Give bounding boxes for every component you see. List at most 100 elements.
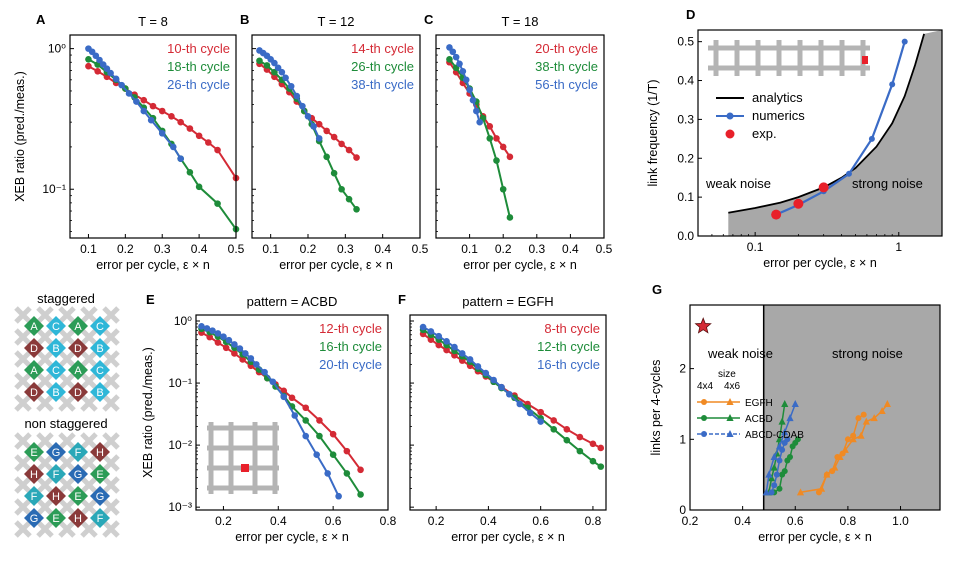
data-point [140,96,148,104]
legend-marker-triangle [726,414,734,421]
data-point [263,62,271,69]
tile-letter: G [74,469,83,481]
x-tick-label: 0.5 [412,242,429,256]
tile-coupler [80,520,98,538]
data-point [526,409,534,417]
data-point [443,346,450,354]
data-point [459,67,467,75]
data-point [456,60,463,68]
tile-diamond [24,442,44,462]
data-point [291,412,299,419]
data-point [299,102,306,110]
data-point [329,430,337,438]
tile-coupler [14,394,32,412]
tile-letter: F [75,447,82,459]
data-point [589,457,597,465]
tile-letter: G [52,447,61,459]
data-point [94,67,101,75]
legend-marker-circle [701,399,707,405]
tile-coupler [14,432,32,450]
panel-G: 0.2 0.4 0.6 0.8 1.0 0 1 2 error per cycle, ε × n… [649,282,941,544]
tile-diamond [68,360,88,380]
tile: A [68,360,88,380]
panel-A: 10-th cycle 18-th cycle 26-th cycle 0.1 0.2 0… [13,12,245,272]
legend-marker-triangle [726,398,734,405]
tile-letter: F [97,513,104,525]
data-point [282,74,289,82]
x-tick-label: 0.1 [461,242,478,256]
y-tick-label: 10⁻¹ [42,182,66,196]
tile-letter: G [30,513,39,525]
legend-entry: ABCD-CDAB [745,430,804,441]
data-point [195,183,203,191]
tile-coupler [102,454,120,472]
tile-diamond [46,316,66,336]
tile-diamond [90,486,110,506]
tile: A [68,316,88,336]
data-point [357,491,364,498]
numerics-point [868,135,875,142]
data-point [313,451,320,459]
y-axis-label: XEB ratio (pred./meas.) [13,71,27,202]
y-tick-label: 0.4 [677,74,694,88]
data-point [446,55,453,63]
data-point [771,482,778,489]
panel-D: 0.1 1 0.0 0.1 0.2 0.3 0.4 0.5 error per cycle, ε… [646,7,943,270]
legend-entry: 16-th cycle [537,357,600,372]
tile-coupler [58,328,76,346]
data-point [316,417,323,424]
tile: F [24,486,44,506]
tile-coupler [102,394,120,412]
tile-letter: C [52,365,60,377]
tile-coupler [36,350,54,368]
x-tick-label: 0.2 [300,242,317,256]
tile: D [68,338,88,358]
tile-letter: B [52,343,59,355]
tile-diamond [46,442,66,462]
data-point [242,350,249,357]
data-point [345,146,353,154]
x-tick-label: 0.3 [154,242,171,256]
data-point [506,214,514,221]
tile-letter: H [30,469,38,481]
tile-coupler [80,328,98,346]
panel-letter: F [398,292,406,307]
panel-letter: A [36,12,46,27]
data-point [186,168,194,176]
data-point [563,436,571,444]
y-tick-label: 10⁻² [168,438,192,452]
data-point-triangle [836,452,844,460]
legend-entry: 38-th cycle [535,59,598,74]
tile: A [24,316,44,336]
panel-B: 14-th cycle 26-th cycle 38-th cycle 0.1 0.2 0… [240,12,429,272]
data-point [261,368,268,376]
tile-coupler [14,520,32,538]
tile-letter: E [74,491,81,503]
data-point [537,418,544,425]
data-point-triangle [775,442,784,450]
legend-marker-circle [701,431,707,437]
tile: C [90,316,110,336]
x-axis-label: error per cycle, ε × n [96,258,210,272]
data-point [493,135,500,142]
legend-entry: 12-th cycle [537,339,600,354]
legend-entry: 8-th cycle [544,321,600,336]
tile-letter: E [52,513,59,525]
data-point-triangle [791,399,799,407]
tile-coupler [58,432,76,450]
data-point [186,125,194,132]
tile: C [46,360,66,380]
panel-letter: D [686,7,695,22]
tile-coupler [102,350,120,368]
data-point [316,432,323,440]
tile-coupler [36,328,54,346]
data-point [271,59,278,67]
plot-frame [409,314,607,511]
tile-coupler [14,454,32,472]
data-point [462,76,470,84]
tile-diamond [90,508,110,528]
data-point [506,390,513,398]
x-tick-label: 0.1 [747,240,764,254]
data-point [140,107,148,115]
strong-noise-region [763,305,940,510]
